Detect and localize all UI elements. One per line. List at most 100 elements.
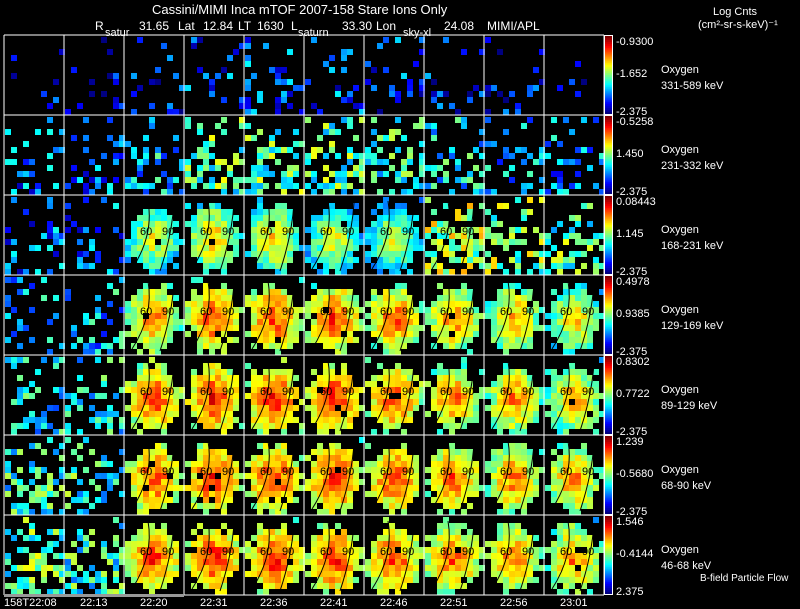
heatmap-cell: [53, 571, 59, 577]
heatmap-cell: [329, 503, 335, 509]
heatmap-cell: [323, 123, 329, 129]
colorbar-segment: [605, 418, 612, 421]
heatmap-cell: [575, 571, 581, 577]
heatmap-cell: [395, 117, 401, 123]
heatmap-cell: [119, 153, 125, 159]
heatmap-cell: [263, 375, 269, 381]
heatmap-cell: [545, 233, 551, 239]
heatmap-cell: [401, 343, 407, 349]
heatmap-cell: [449, 245, 455, 251]
heatmap-cell: [383, 239, 389, 245]
heatmap-cell: [161, 263, 167, 269]
heatmap-cell: [293, 337, 299, 343]
bfield-contour: [491, 360, 510, 430]
heatmap-cell: [509, 301, 515, 307]
heatmap-cell: [209, 153, 215, 159]
heatmap-cell: [89, 529, 95, 535]
colorbar-segment: [605, 512, 612, 515]
heatmap-cell: [227, 227, 233, 233]
heatmap-cell: [173, 307, 179, 313]
bfield-contour: [551, 360, 570, 430]
heatmap-cell: [437, 375, 443, 381]
heatmap-cell: [203, 313, 209, 319]
heatmap-cell: [83, 577, 89, 583]
heatmap-cell: [425, 165, 431, 171]
heatmap-cell: [251, 455, 257, 461]
heatmap-cell: [293, 547, 299, 553]
heatmap-cell: [155, 443, 161, 449]
heatmap-cell: [557, 541, 563, 547]
bfield-contour: [399, 362, 415, 432]
heatmap-cell: [77, 375, 83, 381]
heatmap-cell: [503, 343, 509, 349]
heatmap-cell: [185, 159, 191, 165]
heatmap-cell: [323, 541, 329, 547]
heatmap-cell: [503, 313, 509, 319]
heatmap-cell: [125, 387, 131, 393]
heatmap-cell: [251, 177, 257, 183]
heatmap-cell: [449, 343, 455, 349]
heatmap-cell: [479, 369, 485, 375]
heatmap-cell: [335, 485, 341, 491]
colorbar-segment: [605, 268, 612, 271]
heatmap-cell: [323, 269, 329, 275]
heatmap-cell: [143, 283, 149, 289]
heatmap-cell: [383, 203, 389, 209]
heatmap-cell: [251, 289, 257, 295]
heatmap-cell: [401, 577, 407, 583]
heatmap-cell: [23, 547, 29, 553]
heatmap-cell: [221, 503, 227, 509]
heatmap-panel: 60 90: [365, 517, 425, 595]
heatmap-cell: [515, 331, 521, 337]
heatmap-cell: [587, 165, 593, 171]
heatmap-cell: [299, 399, 305, 405]
heatmap-cell: [467, 295, 473, 301]
heatmap-cell: [23, 503, 29, 509]
heatmap-cell: [335, 455, 341, 461]
heatmap-cell: [515, 227, 521, 233]
heatmap-cell: [467, 399, 473, 405]
heatmap-cell: [569, 411, 575, 417]
heatmap-cell: [515, 257, 521, 263]
colorbar-segment: [605, 219, 612, 222]
heatmap-cell: [563, 535, 569, 541]
heatmap-cell: [527, 153, 533, 159]
heatmap-cell: [515, 541, 521, 547]
heatmap-cell: [137, 85, 143, 91]
heatmap-cell: [515, 313, 521, 319]
heatmap-cell: [467, 467, 473, 473]
heatmap-cell: [101, 381, 107, 387]
heatmap-cell: [449, 337, 455, 343]
heatmap-cell: [155, 381, 161, 387]
heatmap-cell: [407, 331, 413, 337]
bfield-contour: [519, 522, 535, 592]
heatmap-cell: [509, 257, 515, 263]
heatmap-cell: [515, 411, 521, 417]
heatmap-cell: [497, 399, 503, 405]
heatmap-cell: [383, 577, 389, 583]
heatmap-cell: [359, 437, 365, 443]
heatmap-cell: [65, 437, 71, 443]
heatmap-cell: [311, 319, 317, 325]
heatmap-cell: [521, 239, 527, 245]
heatmap-cell: [137, 387, 143, 393]
heatmap-cell: [371, 559, 377, 565]
heatmap-cell: [269, 135, 275, 141]
heatmap-cell: [341, 497, 347, 503]
heatmap-cell: [233, 375, 239, 381]
heatmap-cell: [275, 529, 281, 535]
heatmap-cell: [155, 221, 161, 227]
heatmap-cell: [281, 583, 287, 589]
heatmap-cell: [431, 461, 437, 467]
heatmap-cell: [329, 559, 335, 565]
heatmap-cell: [449, 571, 455, 577]
heatmap-cell: [353, 319, 359, 325]
heatmap-cell: [329, 467, 335, 473]
heatmap-cell: [197, 313, 203, 319]
heatmap-cell: [515, 503, 521, 509]
colorbar-segment: [605, 55, 612, 59]
heatmap-cell: [401, 221, 407, 227]
heatmap-cell: [569, 313, 575, 319]
heatmap-cell: [449, 473, 455, 479]
heatmap-cell: [515, 485, 521, 491]
